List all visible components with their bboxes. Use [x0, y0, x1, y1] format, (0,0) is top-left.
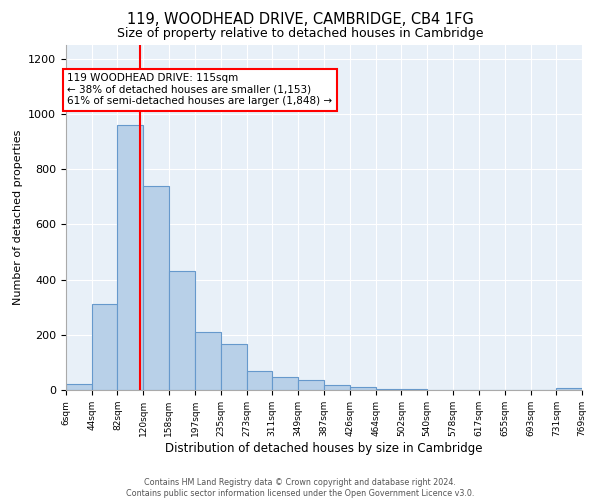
Text: 119 WOODHEAD DRIVE: 115sqm
← 38% of detached houses are smaller (1,153)
61% of s: 119 WOODHEAD DRIVE: 115sqm ← 38% of deta…	[67, 73, 332, 106]
Y-axis label: Number of detached properties: Number of detached properties	[13, 130, 23, 305]
Bar	[247, 370, 272, 390]
Bar	[556, 388, 582, 390]
Bar	[195, 332, 221, 390]
Bar	[298, 380, 323, 390]
Bar	[92, 304, 118, 390]
Bar	[66, 384, 92, 390]
Bar	[323, 385, 350, 390]
Bar	[118, 125, 143, 390]
Bar	[221, 344, 247, 390]
Bar	[272, 377, 298, 390]
Bar	[350, 387, 376, 390]
Bar	[169, 272, 195, 390]
X-axis label: Distribution of detached houses by size in Cambridge: Distribution of detached houses by size …	[165, 442, 483, 454]
Bar	[376, 388, 401, 390]
Bar	[143, 186, 169, 390]
Text: Contains HM Land Registry data © Crown copyright and database right 2024.
Contai: Contains HM Land Registry data © Crown c…	[126, 478, 474, 498]
Text: Size of property relative to detached houses in Cambridge: Size of property relative to detached ho…	[117, 28, 483, 40]
Text: 119, WOODHEAD DRIVE, CAMBRIDGE, CB4 1FG: 119, WOODHEAD DRIVE, CAMBRIDGE, CB4 1FG	[127, 12, 473, 28]
